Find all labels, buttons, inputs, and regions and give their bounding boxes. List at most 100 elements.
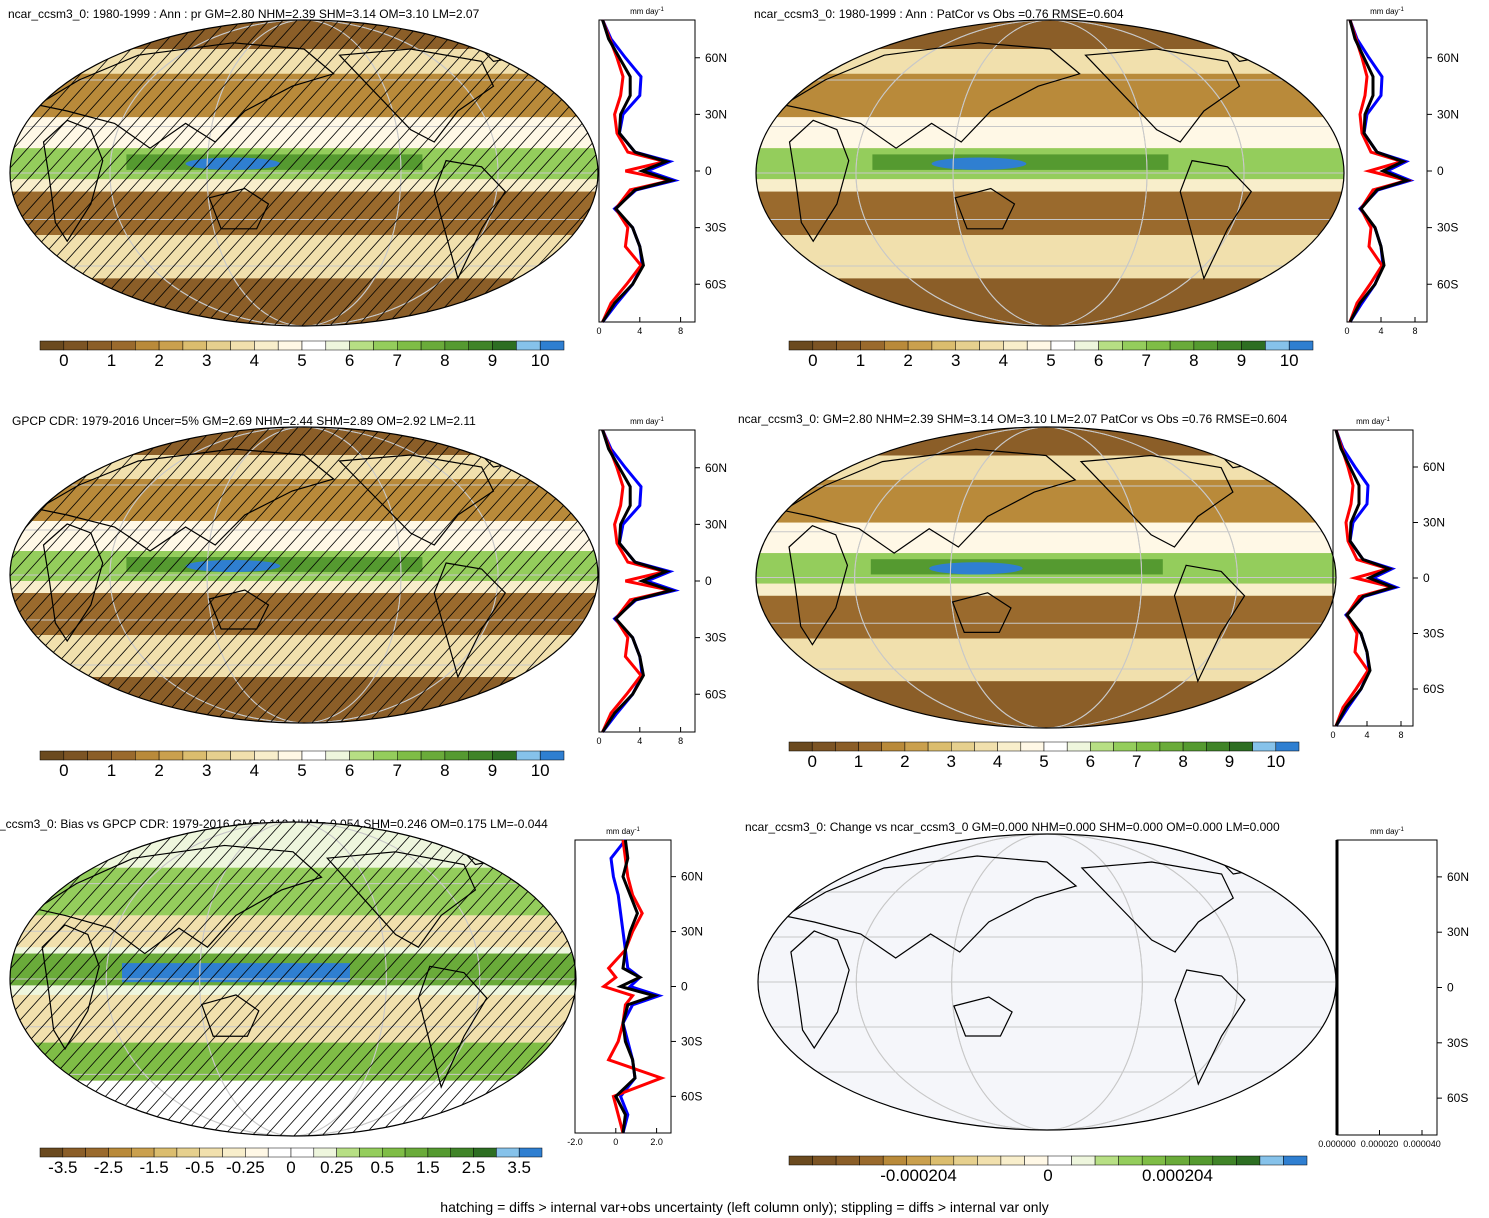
colorbar-label: 10 [1266, 752, 1285, 771]
zonal-series-black [1348, 19, 1412, 323]
colorbar-5: -3.5 -2.5 -1.5 -0.5 -0.25 0 0.25 0.5 1.5 2.5 3.5 [39, 1147, 543, 1187]
colorbar-label: 8 [440, 761, 449, 780]
colorbar-label: 1.5 [416, 1158, 440, 1177]
zonal-series-black [1334, 429, 1398, 727]
profile-unit-label: mm day-1 [606, 827, 640, 836]
map-panel-4 [754, 425, 1338, 730]
colorbar-label: 7 [1132, 752, 1141, 771]
profile-xtick: -2.0 [567, 1137, 583, 1147]
colorbar-label: 6 [1094, 351, 1103, 370]
colorbar-label: 8 [440, 351, 449, 370]
colorbar-label: 0 [807, 752, 816, 771]
profile-ytick: 30N [705, 107, 727, 121]
colorbar-label: 7 [393, 761, 402, 780]
profile-ytick: 60N [1423, 460, 1445, 474]
panel-title-4: ncar_ccsm3_0: GM=2.80 NHM=2.39 SHM=3.14 … [738, 412, 1288, 426]
profile-ytick: 60S [1423, 682, 1444, 696]
profile-ytick: 0 [705, 164, 712, 178]
profile-ytick: 60N [681, 870, 703, 884]
colorbar-4: 0 1 2 3 4 5 6 7 8 9 10 [788, 741, 1300, 781]
profile-ytick: 60N [1447, 870, 1469, 884]
profile-xtick: 8 [1412, 326, 1417, 336]
profile-ytick: 0 [1423, 571, 1430, 585]
profile-ytick: 60N [705, 461, 727, 475]
profile-xtick: 0.000040 [1403, 1139, 1441, 1149]
zonal-series-red [601, 19, 672, 323]
colorbar-label: 5 [297, 761, 306, 780]
profile-unit-label: mm day-1 [1370, 7, 1404, 16]
colorbar-label: 1 [854, 752, 863, 771]
panel-title-1: ncar_ccsm3_0: 1980-1999 : Ann : pr GM=2.… [8, 7, 480, 21]
profile-unit-label: mm day-1 [630, 7, 664, 16]
colorbar-label: 0.5 [370, 1158, 394, 1177]
panel-title-6: ncar_ccsm3_0: Change vs ncar_ccsm3_0 GM=… [745, 820, 1280, 834]
profile-ytick: 0 [1437, 164, 1444, 178]
colorbar-label: 3 [202, 761, 211, 780]
profile-ytick: 60S [705, 277, 726, 291]
profile-xtick: 4 [637, 326, 642, 336]
colorbar-label: 2 [154, 761, 163, 780]
colorbar-label: 10 [531, 761, 550, 780]
profile-ytick: 30S [1423, 627, 1444, 641]
profile-ytick: 60S [681, 1089, 702, 1103]
profile-xtick: 8 [678, 736, 683, 746]
zonal-mean-plot-5: mm day-1 60N 30N 0 30S 60S -2.0 0 2.0 [567, 827, 731, 1153]
profile-ytick: 30N [1423, 516, 1445, 530]
colorbar-3: 0 1 2 3 4 5 6 7 8 9 10 [39, 750, 565, 790]
colorbar-label: 9 [488, 351, 497, 370]
profile-xtick: 0.000020 [1361, 1139, 1399, 1149]
profile-ytick: 30N [705, 517, 727, 531]
zonal-mean-plot-4: mm day-1 60N 30N 0 30S 60S 0 4 8 [1330, 417, 1473, 746]
profile-xtick: 4 [637, 736, 642, 746]
colorbar-label: 3.5 [507, 1158, 531, 1177]
colorbar-label: 1 [107, 351, 116, 370]
map-panel-2 [754, 18, 1346, 328]
profile-ytick: 60N [705, 51, 727, 65]
profile-ytick: 30S [705, 631, 726, 645]
profile-xtick: 0.000000 [1318, 1139, 1356, 1149]
colorbar-label: 8 [1189, 351, 1198, 370]
colorbar-label: 0 [286, 1158, 295, 1177]
footer-note: hatching = diffs > internal var+obs unce… [440, 1199, 1049, 1215]
profile-xtick: 0 [1330, 730, 1335, 740]
colorbar-label: 0 [59, 351, 68, 370]
zonal-mean-plot-6: mm day-1 60N 30N 0 30S 60S 0.000000 0.000020 0.0… [1318, 827, 1489, 1155]
profile-ytick: 30N [1447, 925, 1469, 939]
colorbar-label: 7 [393, 351, 402, 370]
profile-xtick: 0 [596, 326, 601, 336]
panel-title-3: GPCP CDR: 1979-2016 Uncer=5% GM=2.69 NHM… [12, 414, 476, 428]
profile-ytick: 30S [1447, 1036, 1468, 1050]
colorbar-label: 2 [900, 752, 909, 771]
map-panel-1 [8, 18, 600, 328]
zonal-series-red [601, 429, 672, 733]
zonal-mean-plot-1: mm day-1 60N 30N 0 30S 60S 0 4 8 [596, 7, 755, 342]
zonal-mean-plot-2: mm day-1 60N 30N 0 30S 60S 0 4 8 [1344, 7, 1487, 342]
colorbar-label: -3.5 [48, 1158, 77, 1177]
colorbar-label: 7 [1142, 351, 1151, 370]
colorbar-label: 8 [1178, 752, 1187, 771]
colorbar-label: 5 [1039, 752, 1048, 771]
colorbar-label: 4 [993, 752, 1002, 771]
map-panel-5 [8, 820, 578, 1138]
profile-ytick: 30S [1437, 221, 1458, 235]
colorbar-label: 6 [1086, 752, 1095, 771]
colorbar-label: 2 [154, 351, 163, 370]
profile-ytick: 0 [1447, 981, 1454, 995]
colorbar-label: 4 [999, 351, 1008, 370]
profile-ytick: 60S [1447, 1091, 1468, 1105]
colorbar-1: 0 1 2 3 4 5 6 7 8 9 10 [39, 340, 565, 380]
colorbar-label: -1.5 [139, 1158, 168, 1177]
profile-xtick: 0 [613, 1137, 618, 1147]
zonal-series-black [601, 19, 677, 323]
profile-ytick: 30S [705, 221, 726, 235]
colorbar-2: 0 1 2 3 4 5 6 7 8 9 10 [788, 340, 1314, 380]
profile-ytick: 30N [681, 925, 703, 939]
profile-ytick: 30S [681, 1034, 702, 1048]
profile-ytick: 60N [1437, 51, 1459, 65]
profile-xtick: 4 [1378, 326, 1383, 336]
zonal-mean-plot-3: mm day-1 60N 30N 0 30S 60S 0 4 8 [596, 417, 755, 752]
colorbar-label: 4 [250, 351, 259, 370]
zonal-series-black [613, 839, 660, 1134]
profile-ytick: 60S [1437, 277, 1458, 291]
profile-xtick: 8 [1398, 730, 1403, 740]
